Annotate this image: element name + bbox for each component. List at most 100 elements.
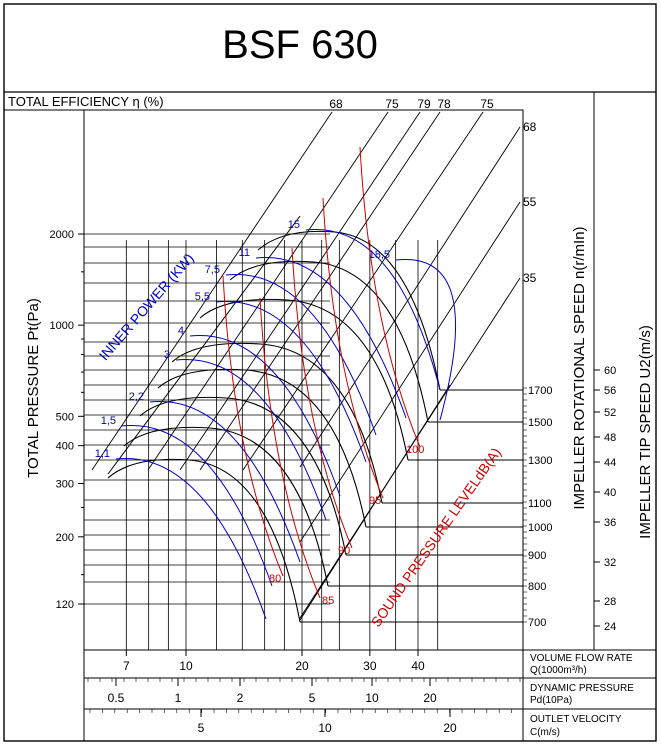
power-curve	[225, 273, 377, 436]
pressure-curve-700	[107, 458, 301, 623]
dynamic-pressure-unit: Pd(10Pa)	[530, 695, 572, 706]
speed-label: 900	[528, 550, 546, 562]
power-label: 15	[288, 219, 300, 231]
outlet-velocity-title: OUTLET VELOCITY	[530, 714, 622, 725]
sound-curve	[359, 146, 421, 448]
power-axis-line	[107, 215, 301, 475]
efficiency-right-label: 55	[523, 195, 537, 209]
axis-layer: 1202003004005001000200070080090010001100…	[50, 229, 617, 735]
y-tick-label: 2000	[50, 229, 74, 241]
power-curve	[149, 400, 301, 563]
power-curve	[215, 300, 367, 463]
dp-tick-label: 1	[175, 691, 182, 705]
tip-speed-label: 60	[604, 365, 616, 377]
efficiency-top-label: 75	[480, 97, 494, 111]
tip-speed-label: 48	[604, 432, 616, 444]
dp-tick-label: 2	[237, 691, 244, 705]
dp-tick-label: 0.5	[108, 691, 125, 705]
efficiency-right-label: 68	[523, 120, 537, 134]
sound-label: 100	[406, 444, 424, 456]
speed-axis-title: IMPELLER ROTATIONAL SPEED n(r/mIn)	[571, 226, 588, 509]
tip-speed-label: 28	[604, 596, 616, 608]
sound-curve	[259, 297, 321, 599]
speed-label: 1500	[528, 417, 552, 429]
power-curve	[395, 258, 456, 421]
sound-label: 85	[322, 595, 334, 607]
chart-title: BSF 630	[222, 23, 378, 67]
curve-layer	[107, 146, 456, 623]
label-layer: 68 75 79 78 75 68 55 35 1,1 1,5 2,2 34 5,5 7,5 11 15 18,…	[95, 97, 537, 607]
sound-curve	[322, 197, 384, 499]
power-label: 5,5	[195, 291, 210, 303]
sound-level-title: SOUND PRESSURE LEVELdB(A)	[368, 445, 504, 630]
pressure-curve-800	[123, 426, 329, 587]
efficiency-top-label: 68	[329, 97, 343, 111]
efficiency-top-label: 78	[437, 97, 451, 111]
tip-speed-label: 36	[604, 517, 616, 529]
power-label: 11	[239, 247, 250, 259]
pressure-curve-1100	[171, 342, 383, 504]
flow-tick-label: 10	[179, 659, 193, 673]
outer-frame	[3, 3, 657, 742]
power-label: 18,5	[369, 249, 390, 261]
speed-label: 1000	[528, 522, 552, 534]
y-tick-label: 300	[56, 478, 74, 490]
efficiency-line	[299, 126, 521, 468]
power-label: 1,5	[101, 415, 116, 427]
outlet-velocity-unit: C(m/s)	[530, 727, 560, 738]
efficiency-line	[147, 111, 389, 471]
y-tick-label: 1000	[50, 320, 74, 332]
velocity-tick-label: 20	[443, 721, 457, 735]
flow-axis-title: VOLUME FLOW RATE	[530, 653, 633, 664]
power-curve	[305, 228, 441, 391]
power-curve	[175, 358, 327, 521]
y-tick-label: 120	[56, 599, 74, 611]
pressure-curve-900	[139, 396, 347, 556]
tip-speed-axis-title: IMPELLER TIP SPEED U2(m/s)	[637, 325, 654, 539]
flow-tick-label: 30	[363, 659, 377, 673]
flow-axis-unit: Q(1000m³/h)	[530, 665, 587, 676]
sound-axis-line	[299, 384, 451, 621]
tip-speed-label: 24	[604, 621, 616, 633]
y-tick-label: 200	[56, 532, 74, 544]
efficiency-line	[242, 111, 484, 471]
speed-label: 1700	[528, 385, 552, 397]
efficiency-line	[299, 201, 521, 543]
pressure-curve-1500	[229, 260, 429, 423]
inner-power-title: INNER POWER (KW)	[96, 250, 197, 363]
efficiency-top-label: 75	[385, 97, 399, 111]
tip-speed-label: 52	[604, 407, 616, 419]
sound-label: 95	[369, 495, 381, 507]
power-curve	[189, 334, 341, 497]
pressure-curve-1700	[257, 230, 441, 391]
power-label: 2,2	[129, 391, 144, 403]
sound-label: 80	[269, 573, 281, 585]
efficiency-line	[91, 111, 333, 471]
velocity-tick-label: 5	[198, 721, 205, 735]
power-label: 7,5	[205, 264, 220, 276]
power-curve	[115, 457, 267, 620]
sound-curve	[291, 247, 353, 549]
efficiency-top-label: 79	[417, 97, 431, 111]
speed-label: 800	[528, 581, 546, 593]
flow-tick-label: 20	[295, 659, 309, 673]
efficiency-line	[179, 111, 421, 471]
tip-speed-label: 56	[604, 385, 616, 397]
dp-tick-label: 20	[423, 691, 437, 705]
y-tick-label: 500	[56, 411, 74, 423]
efficiency-right-label: 35	[523, 271, 537, 285]
plot-frame	[83, 109, 524, 651]
tip-speed-label: 44	[604, 457, 616, 469]
power-curve	[121, 424, 273, 587]
speed-label: 1300	[528, 455, 552, 467]
tip-speed-label: 40	[604, 487, 616, 499]
pressure-curve-1000	[157, 368, 367, 528]
dp-tick-label: 10	[365, 691, 379, 705]
efficiency-label: TOTAL EFFICIENCY η (%)	[8, 94, 164, 109]
power-label: 1,1	[95, 448, 110, 460]
pressure-curve-1300	[199, 298, 409, 461]
sound-curve	[222, 275, 284, 577]
dp-tick-label: 5	[309, 691, 316, 705]
velocity-tick-label: 10	[318, 721, 332, 735]
y-tick-label: 400	[56, 441, 74, 453]
